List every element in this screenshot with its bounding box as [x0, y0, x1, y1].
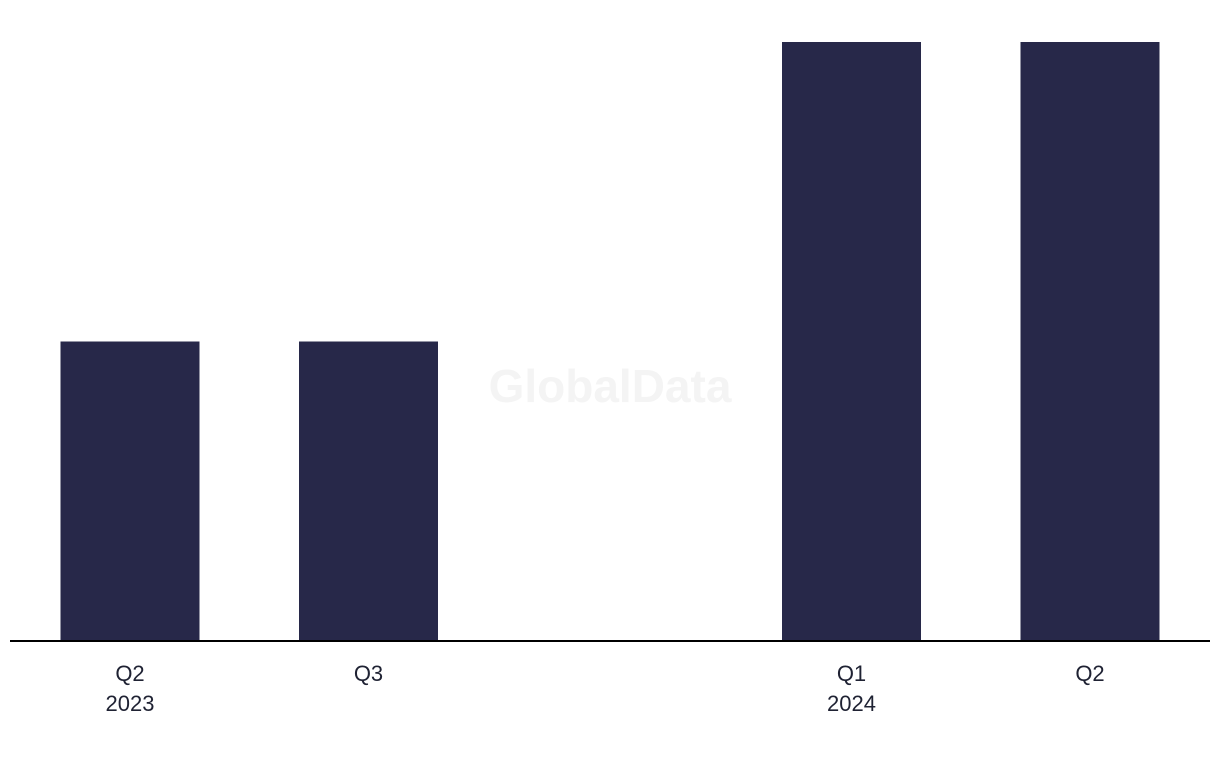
x-tick-label: Q1	[837, 661, 866, 686]
watermark: GlobalData	[489, 360, 732, 412]
bar-q2-2024	[1020, 42, 1160, 641]
x-tick-label: Q3	[354, 661, 383, 686]
x-tick-year-label: 2024	[827, 691, 876, 716]
x-tick-label: Q2	[115, 661, 144, 686]
bar-q3-2023	[299, 341, 438, 641]
bars-group	[60, 42, 1160, 641]
x-tick-year-label: 2023	[106, 691, 155, 716]
bar-q1-2024	[782, 42, 921, 641]
x-tick-label: Q2	[1075, 661, 1104, 686]
x-tick-labels: Q2 2023 Q3 Q1 2024 Q2	[106, 661, 1105, 716]
bar-q2-2023	[60, 341, 200, 641]
